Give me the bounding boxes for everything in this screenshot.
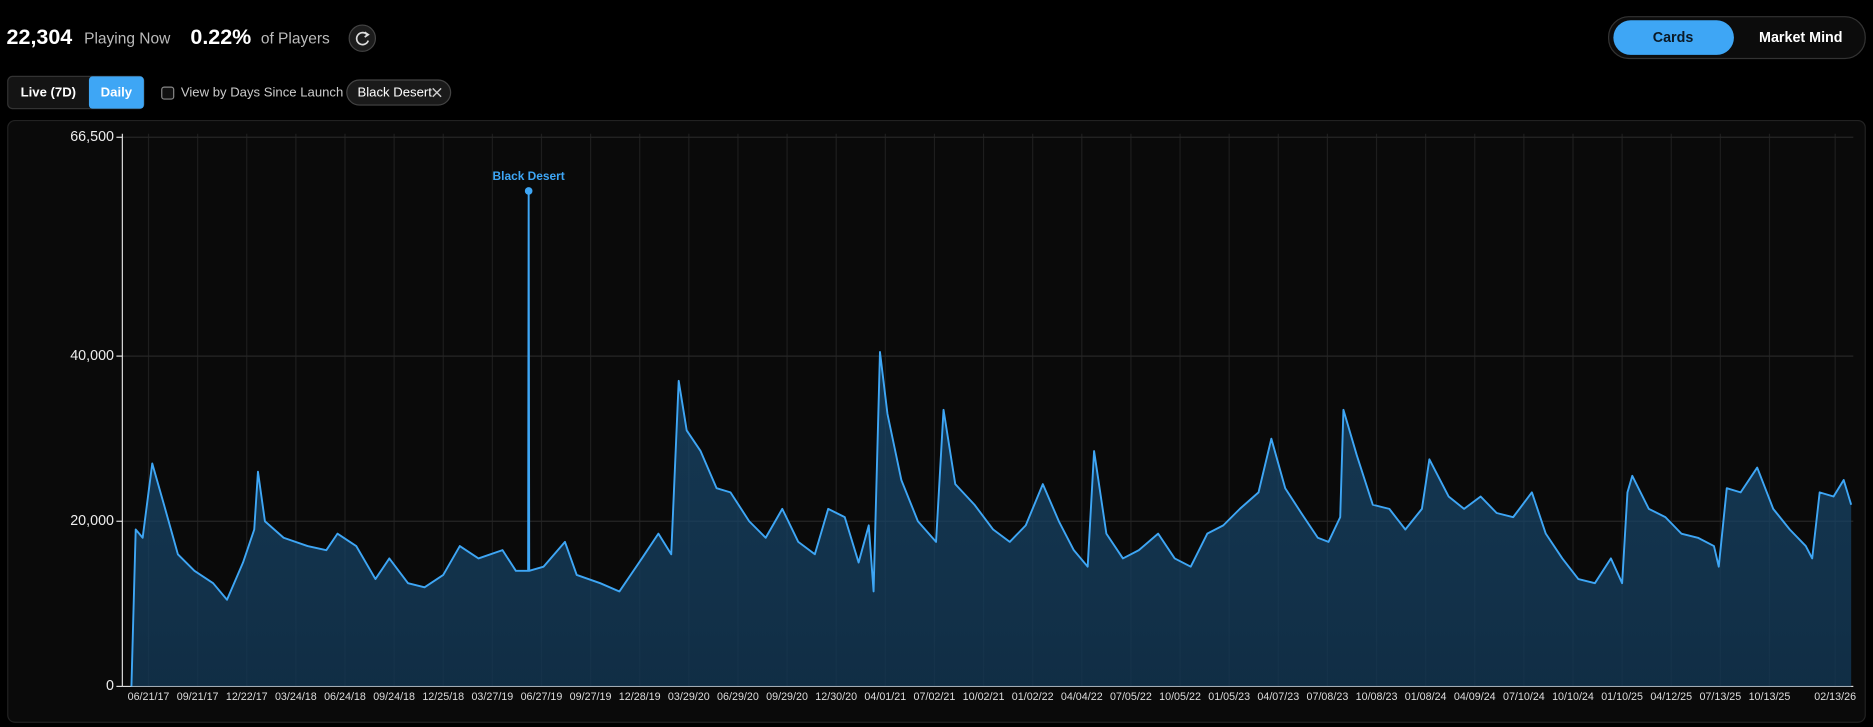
x-tick-label: 04/01/21	[864, 691, 906, 703]
x-tick-label: 09/29/20	[766, 691, 808, 703]
x-tick-label: 09/27/19	[570, 691, 612, 703]
x-tick-label: 02/13/26	[1814, 691, 1856, 703]
x-tick-label: 06/29/20	[717, 691, 759, 703]
x-tick-label: 09/21/17	[177, 691, 219, 703]
x-tick-label: 12/22/17	[226, 691, 268, 703]
x-tick-label: 10/13/25	[1749, 691, 1791, 703]
y-tick-label: 0	[106, 678, 114, 694]
series-area	[131, 190, 1852, 687]
y-tick-label: 66,500	[70, 129, 114, 145]
x-tick-label: 09/24/18	[373, 691, 415, 703]
share: 0.22%	[190, 25, 251, 49]
live-button[interactable]: Live (7D)	[21, 85, 76, 100]
series-line	[130, 189, 1853, 687]
x-tick-label: 10/10/24	[1552, 691, 1594, 703]
x-tick-label: 03/29/20	[668, 691, 710, 703]
x-tick-label: 12/25/18	[422, 691, 464, 703]
x-tick-label: 04/09/24	[1454, 691, 1496, 703]
x-tick-label: 06/27/19	[521, 691, 563, 703]
tag	[346, 79, 452, 106]
plot: 06/21/17 09/21/17 12/22/17 03/24/18 06/24/18…	[70, 129, 1856, 703]
x-tick-label: 01/02/22	[1012, 691, 1054, 703]
checkbox[interactable]	[161, 86, 175, 100]
x-tick-label: 01/10/25	[1601, 691, 1643, 703]
tag-label: Black Desert	[358, 85, 433, 100]
x-tick-label: 04/04/22	[1061, 691, 1103, 703]
x-tick-label: 01/05/23	[1208, 691, 1250, 703]
daily-button[interactable]	[88, 76, 144, 109]
checkbox-label: View by Days Since Launch	[181, 85, 343, 100]
x-tick-label: 07/13/25	[1699, 691, 1741, 703]
x-tick-label: 07/08/23	[1307, 691, 1349, 703]
daily-label: Daily	[101, 85, 133, 100]
x-tick-label: 04/12/25	[1650, 691, 1692, 703]
x-tick-label: 04/07/23	[1257, 691, 1299, 703]
refresh-button[interactable]	[348, 24, 377, 52]
x-tick-label: 10/08/23	[1356, 691, 1398, 703]
x-tick-label: 10/05/22	[1159, 691, 1201, 703]
players-now-label: Playing Now	[84, 30, 171, 47]
x-tick-label: 07/05/22	[1110, 691, 1152, 703]
x-tick-label: 06/24/18	[324, 691, 366, 703]
x-tick-label: 03/24/18	[275, 691, 317, 703]
x-tick-label: 01/08/24	[1405, 691, 1447, 703]
x-tick-label: 12/30/20	[815, 691, 857, 703]
share-label: of Players	[261, 30, 330, 47]
y-tick-label: 20,000	[70, 513, 114, 529]
market-mind-button[interactable]: Market Mind	[1759, 30, 1843, 46]
x-tick-label: 12/28/19	[619, 691, 661, 703]
x-tick-label: 06/21/17	[128, 691, 170, 703]
players-now: 22,304	[7, 25, 73, 49]
cards-button[interactable]	[1613, 20, 1734, 55]
annotation-dot	[524, 187, 533, 195]
annotation-label: Black Desert	[493, 169, 565, 183]
x-tick-label: 07/10/24	[1503, 691, 1545, 703]
x-tick-label: 03/27/19	[471, 691, 513, 703]
x-tick-label: 07/02/21	[914, 691, 956, 703]
x-tick-label: 10/02/21	[963, 691, 1005, 703]
tag-remove[interactable]	[432, 87, 442, 98]
y-tick-label: 40,000	[70, 348, 114, 364]
cards-label: Cards	[1653, 30, 1694, 46]
